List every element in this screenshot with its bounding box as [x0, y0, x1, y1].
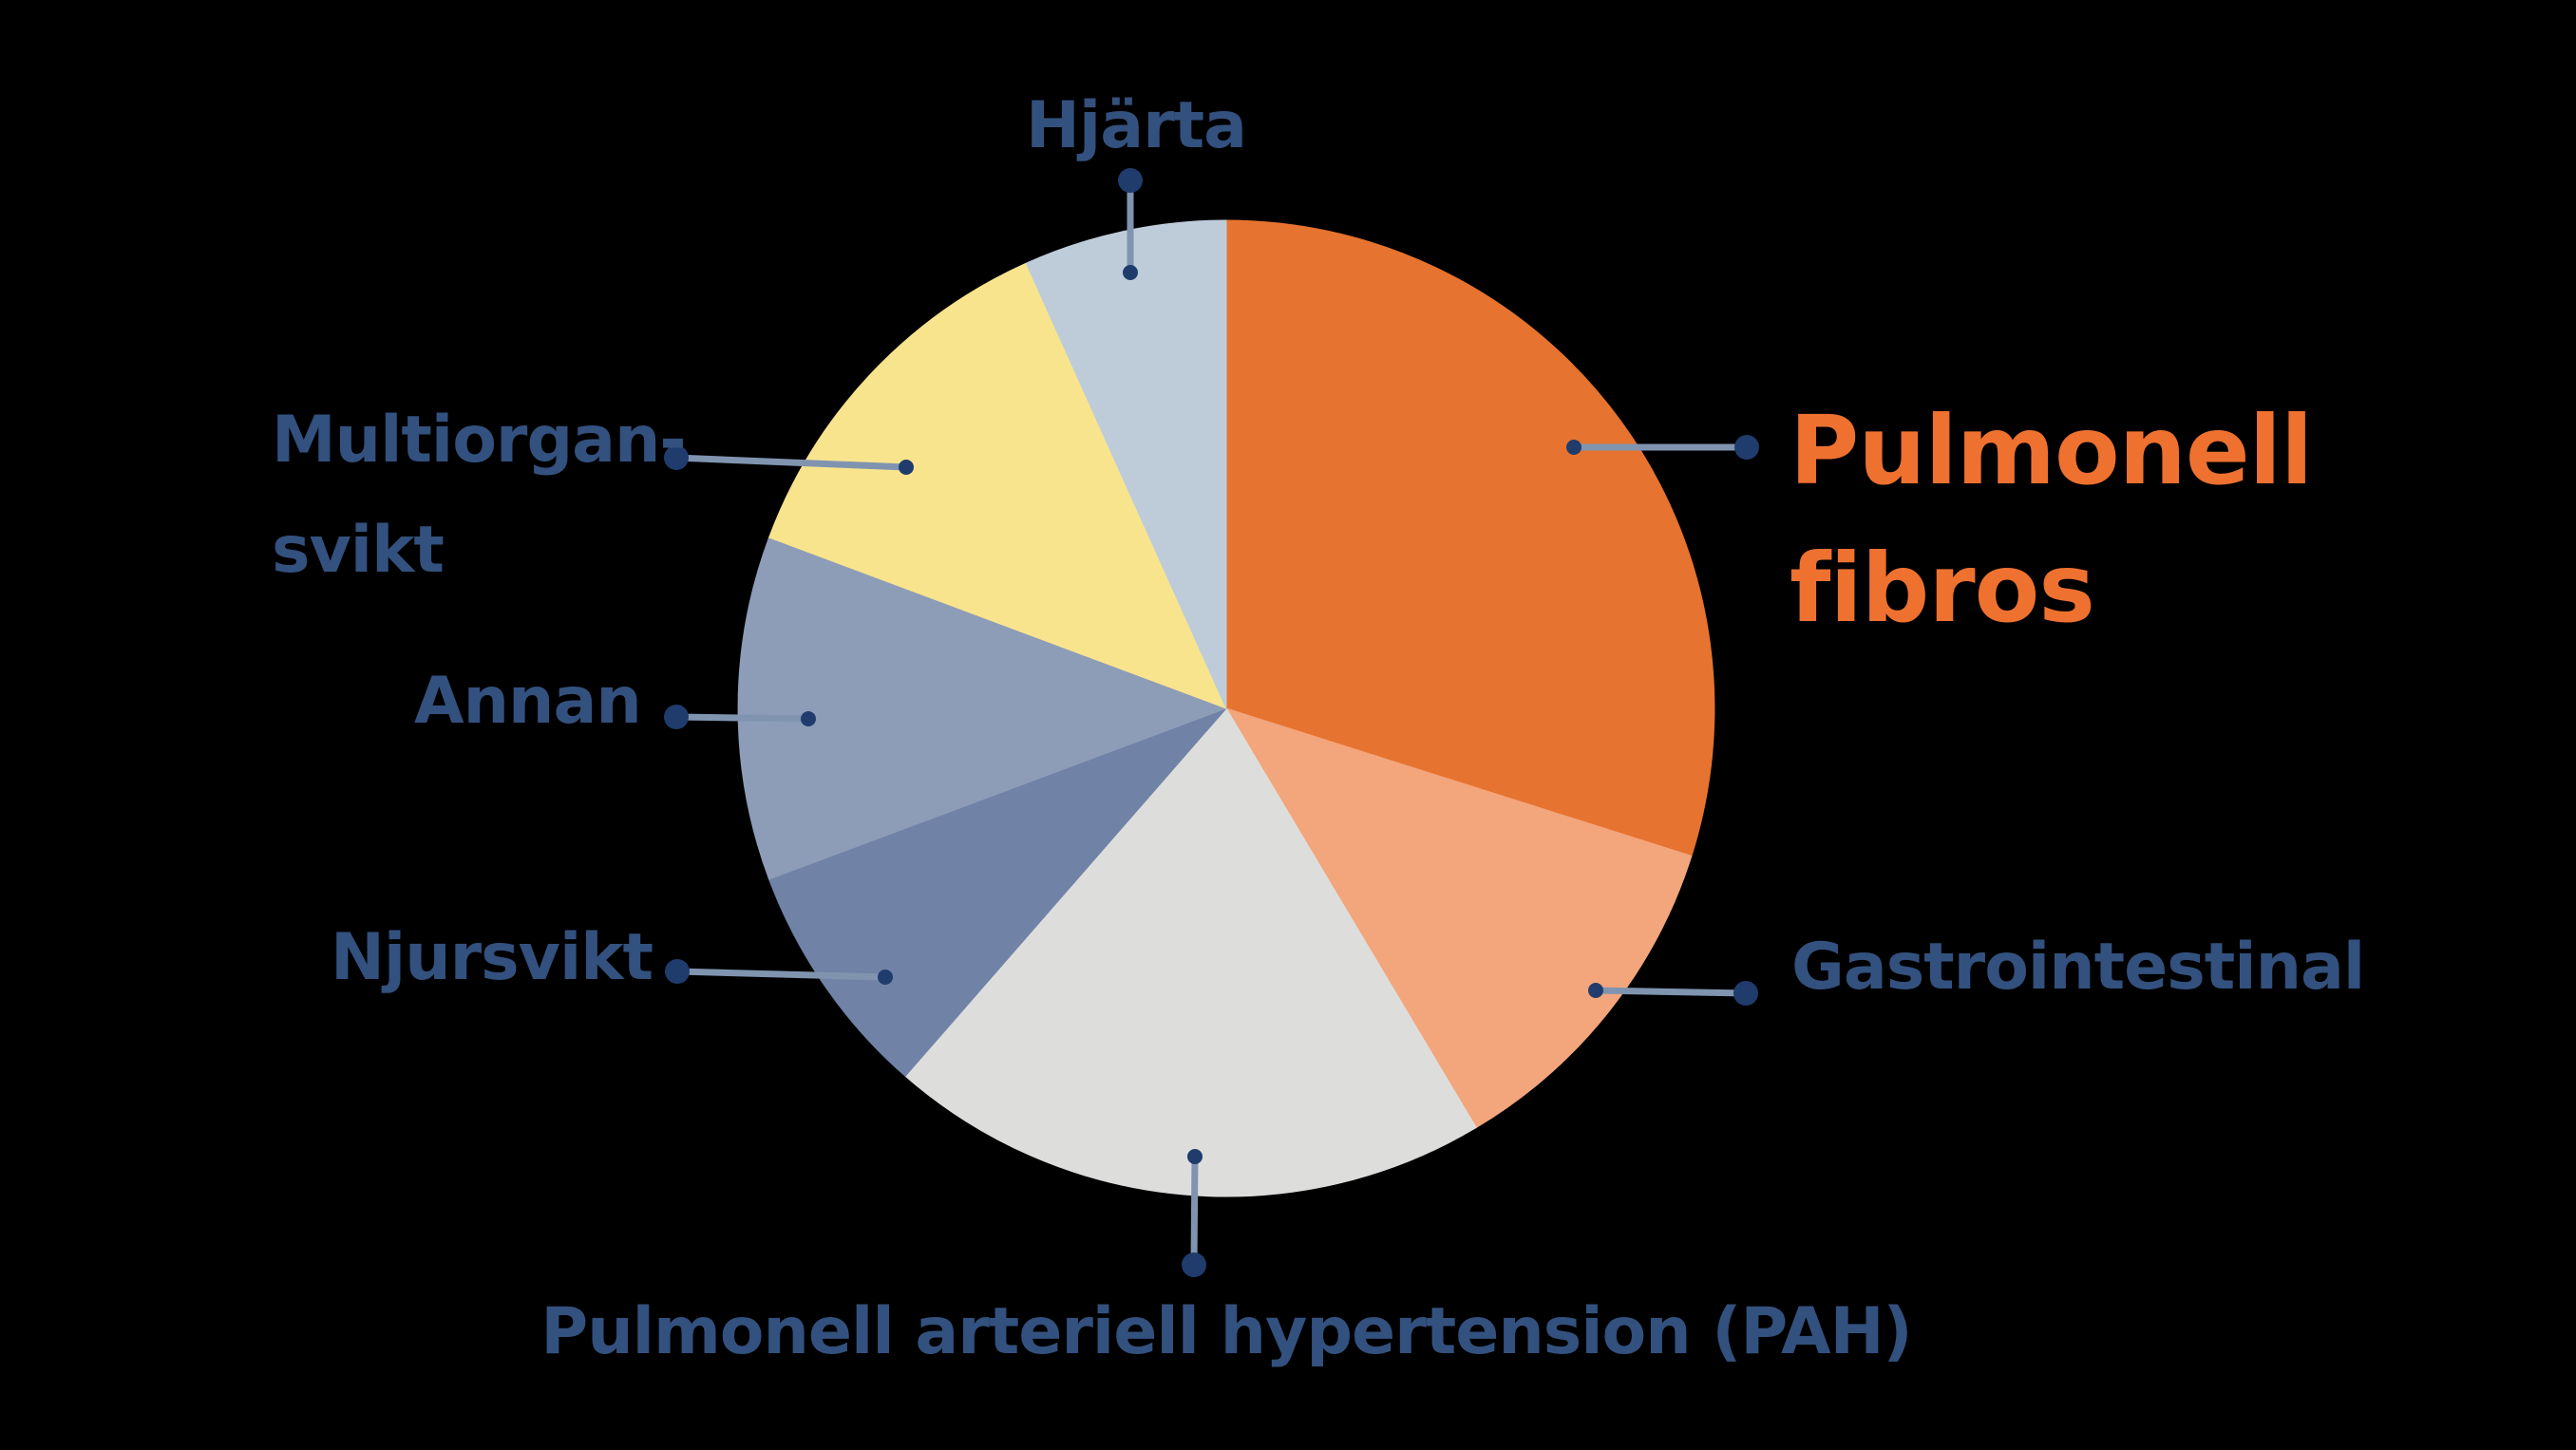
leader-dot-chart-annan	[801, 711, 816, 726]
leader-line-gastrointestinal	[1592, 987, 1750, 997]
pie-slice-multiorgan-svikt	[767, 262, 1227, 709]
pie-slices-group	[737, 219, 1715, 1197]
pie-slice-pah	[904, 707, 1477, 1197]
leader-dot-chart-gastrointestinal	[1588, 983, 1603, 998]
label-pah: Pulmonell arteriell hypertension (PAH)	[540, 1294, 1912, 1369]
pie-slice-pulmonell-fibros	[1225, 219, 1715, 857]
label-gastrointestinal: Gastrointestinal	[1791, 930, 2365, 1005]
leader-dot-label-njursvikt	[665, 959, 690, 984]
leader-dot-chart-pulmonell-fibros	[1566, 440, 1582, 455]
pie-slice-annan	[737, 537, 1228, 880]
pie-slice-gastrointestinal	[1224, 707, 1693, 1129]
leader-line-annan	[672, 713, 812, 723]
label-multiorgan-svikt: Multiorgan- svikt	[272, 386, 687, 605]
leader-dot-chart-multiorgan-svikt	[899, 460, 914, 475]
leader-line-njursvikt	[673, 968, 889, 981]
leader-dot-chart-pah	[1187, 1149, 1203, 1164]
label-line: svikt	[272, 512, 445, 588]
leader-line-pah	[1190, 1153, 1199, 1269]
leader-dot-label-gastrointestinal	[1733, 981, 1758, 1006]
label-njursvikt: Njursvikt	[331, 920, 653, 995]
label-line: Multiorgan-	[272, 403, 687, 478]
leader-line-multiorgan-svikt	[672, 454, 910, 471]
leader-dot-label-pah	[1182, 1252, 1206, 1277]
leader-dot-label-annan	[664, 705, 689, 729]
leader-dot-chart-njursvikt	[878, 970, 893, 985]
label-annan: Annan	[414, 664, 642, 739]
leader-dot-label-pulmonell-fibros	[1734, 435, 1759, 460]
label-pulmonell-fibros: Pulmonell fibros	[1790, 382, 2313, 657]
label-line: fibros	[1790, 533, 2095, 644]
label-line: Pulmonell	[1790, 395, 2313, 506]
leader-lines-group	[664, 168, 1759, 1277]
pie-slice-hjarta	[1025, 219, 1227, 709]
leader-dot-label-hjarta	[1118, 168, 1143, 193]
label-hjarta: Hjärta	[1025, 88, 1247, 163]
leader-dot-chart-hjarta	[1123, 265, 1138, 280]
leader-dot-label-multiorgan-svikt	[664, 445, 689, 470]
